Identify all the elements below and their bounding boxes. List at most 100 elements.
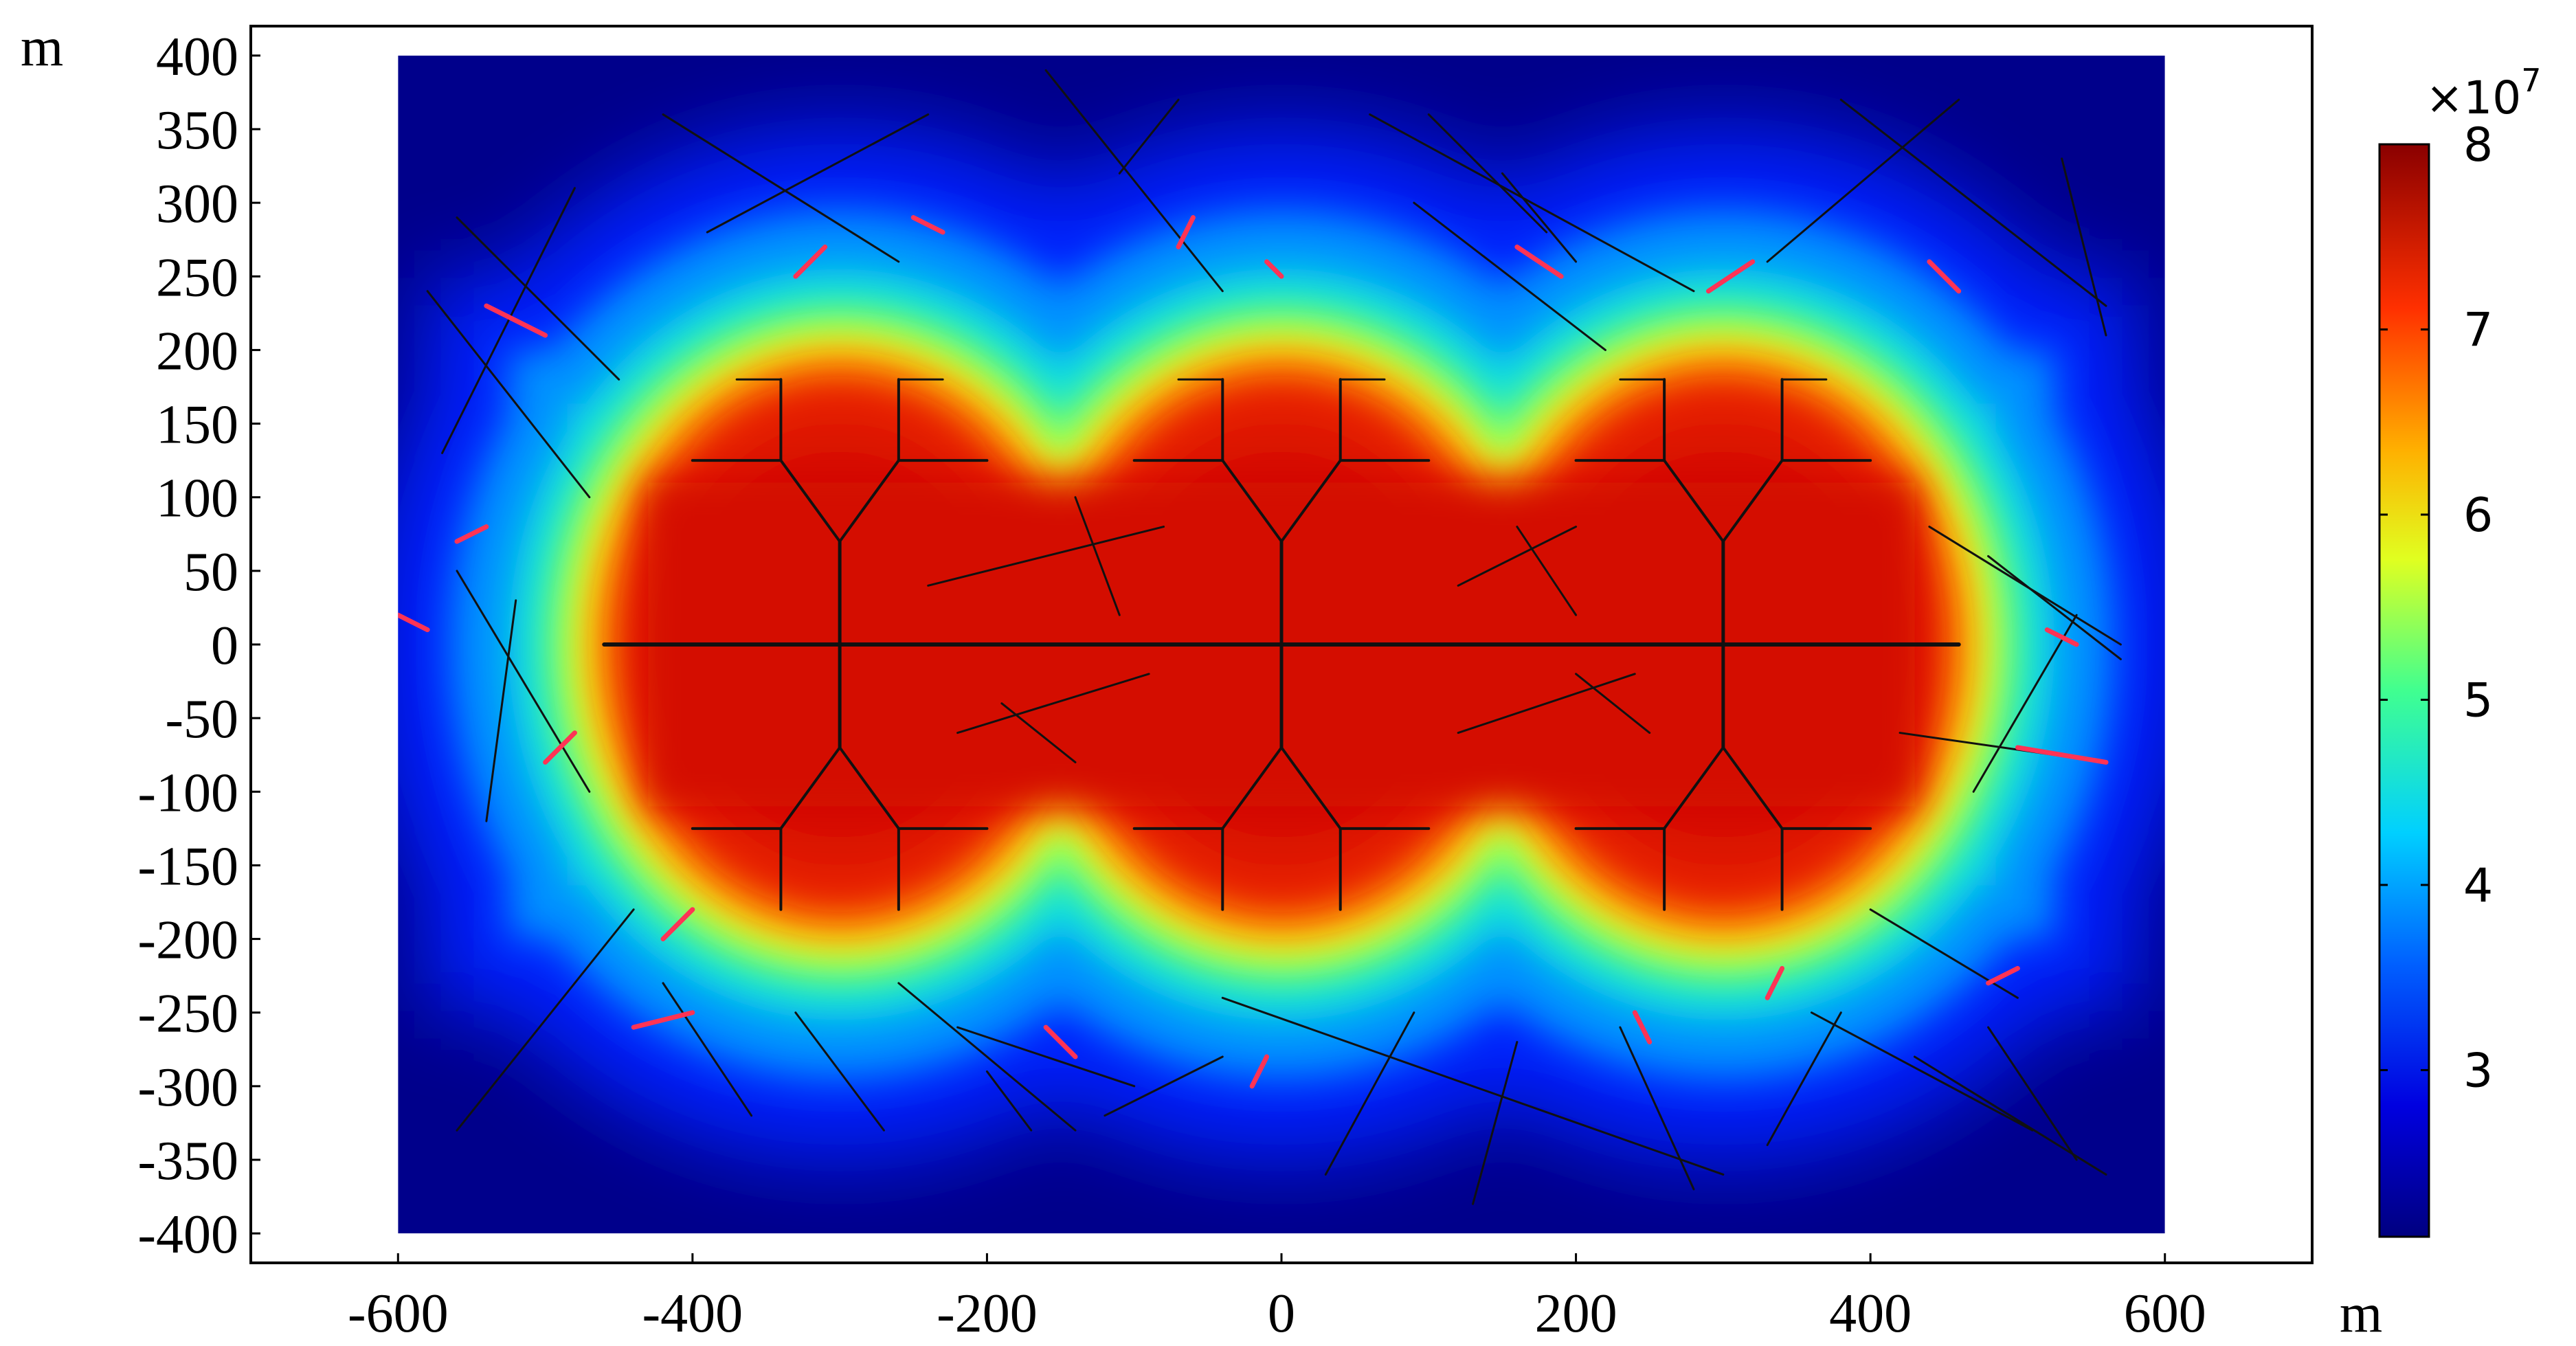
flow-arrow xyxy=(793,244,828,279)
natural-fracture xyxy=(927,526,1165,587)
natural-fracture xyxy=(794,1011,885,1132)
colorbar-tick-label: 7 xyxy=(2463,303,2493,357)
fracture-layer xyxy=(398,69,2122,1205)
natural-fracture xyxy=(1457,526,1578,587)
y-tick-label: 400 xyxy=(156,27,238,87)
natural-fracture xyxy=(456,216,620,381)
colorbar-tick-label: 4 xyxy=(2463,859,2493,913)
natural-fracture xyxy=(956,673,1150,734)
zone-branch xyxy=(1721,746,1784,830)
y-tick-label: 350 xyxy=(156,100,238,161)
y-tick-label: 300 xyxy=(156,174,238,234)
flow-arrow xyxy=(1986,965,2020,986)
x-tick-label: -200 xyxy=(937,1283,1038,1344)
flow-arrow xyxy=(454,524,489,544)
y-tick-label: -300 xyxy=(137,1057,238,1118)
flow-arrow xyxy=(1249,1054,1270,1089)
natural-fracture xyxy=(456,570,591,793)
colorbar-gradient xyxy=(2378,143,2430,1238)
colorbar-exponent-base: ×10 xyxy=(2426,71,2521,124)
flow-arrow xyxy=(1514,244,1564,279)
y-tick-label: 250 xyxy=(156,247,238,308)
natural-fracture xyxy=(1810,1011,2034,1132)
natural-fracture xyxy=(1369,113,1695,293)
flow-arrow xyxy=(1765,965,1785,1000)
natural-fracture xyxy=(1104,1055,1224,1117)
natural-fracture xyxy=(1000,702,1077,763)
colorbar-tick-label: 3 xyxy=(2463,1044,2493,1098)
colorbar-ticks: 8 7 6 5 4 3 xyxy=(2379,118,2493,1098)
flow-arrow xyxy=(1264,259,1284,279)
zone-branch xyxy=(1221,459,1283,543)
colorbar-tick-label: 6 xyxy=(2463,489,2493,543)
colorbar-exponent-power: 7 xyxy=(2521,62,2541,99)
zone-branch xyxy=(1280,746,1342,830)
flow-arrow xyxy=(2044,627,2079,647)
x-tick-label: 200 xyxy=(1535,1283,1617,1344)
natural-fracture xyxy=(485,599,517,822)
natural-fracture xyxy=(1766,1011,1842,1147)
y-tick-label: -100 xyxy=(137,763,238,823)
y-axis-ticks: 400 350 300 250 200 150 100 50 0 -50 -100 -150 -200 -… xyxy=(137,27,260,1265)
natural-fracture xyxy=(2061,157,2107,337)
natural-fracture xyxy=(1324,1011,1415,1176)
natural-fracture xyxy=(1457,673,1636,734)
flow-arrow xyxy=(1043,1024,1078,1059)
natural-fracture xyxy=(1472,1041,1519,1205)
natural-fracture xyxy=(1575,673,1651,734)
natural-fracture xyxy=(1928,526,2122,646)
natural-fracture xyxy=(1619,1026,1695,1191)
natural-fracture xyxy=(1839,98,2107,307)
zone-branch xyxy=(779,459,842,543)
natural-fracture xyxy=(956,1026,1136,1088)
x-axis-unit-label: m xyxy=(2340,1283,2382,1344)
x-tick-label: -600 xyxy=(348,1283,449,1344)
natural-fracture xyxy=(662,113,900,263)
natural-fracture xyxy=(1413,201,1606,351)
natural-fracture xyxy=(1972,614,2078,793)
colorbar-exponent: ×107 xyxy=(2426,62,2542,124)
y-tick-label: 200 xyxy=(156,321,238,381)
natural-fracture xyxy=(426,290,591,499)
zone-branch xyxy=(838,459,900,543)
natural-fracture xyxy=(985,1070,1033,1132)
flow-arrow xyxy=(660,907,695,942)
zone-branch xyxy=(1280,459,1342,543)
flow-arrow xyxy=(1927,259,1962,294)
y-tick-label: -50 xyxy=(165,689,238,750)
flow-arrow xyxy=(398,612,430,633)
y-tick-label: -350 xyxy=(137,1131,238,1191)
natural-fracture xyxy=(1516,526,1578,616)
flow-arrow xyxy=(1176,215,1196,249)
natural-fracture xyxy=(662,982,753,1117)
zone-branch xyxy=(838,746,900,830)
natural-fracture xyxy=(706,113,930,234)
flow-arrow xyxy=(631,1010,695,1030)
natural-fracture xyxy=(441,187,576,454)
natural-fracture xyxy=(1118,98,1180,175)
natural-fracture xyxy=(1501,172,1578,263)
colorbar-tick-label: 5 xyxy=(2463,673,2493,728)
zone-branch xyxy=(1221,746,1283,830)
natural-fracture xyxy=(1987,1026,2078,1161)
natural-fracture xyxy=(1044,69,1224,293)
zone-branch xyxy=(1663,459,1725,543)
x-tick-label: -400 xyxy=(642,1283,743,1344)
natural-fracture xyxy=(1766,98,1960,263)
y-tick-label: -250 xyxy=(137,984,238,1044)
y-tick-label: 0 xyxy=(211,616,238,676)
natural-fracture xyxy=(1074,496,1121,616)
natural-fracture xyxy=(1987,554,2122,660)
flow-arrow xyxy=(2015,745,2109,765)
x-tick-label: 600 xyxy=(2124,1283,2206,1344)
flow-arrow xyxy=(543,730,577,765)
flow-arrow xyxy=(1705,259,1756,294)
flow-arrow xyxy=(910,215,945,235)
natural-fracture xyxy=(1427,113,1548,234)
y-tick-label: -150 xyxy=(137,836,238,897)
y-tick-label: 150 xyxy=(156,395,238,456)
zone-branch xyxy=(1663,746,1725,830)
zone-branch xyxy=(779,746,842,830)
flow-arrow xyxy=(1632,1010,1653,1045)
